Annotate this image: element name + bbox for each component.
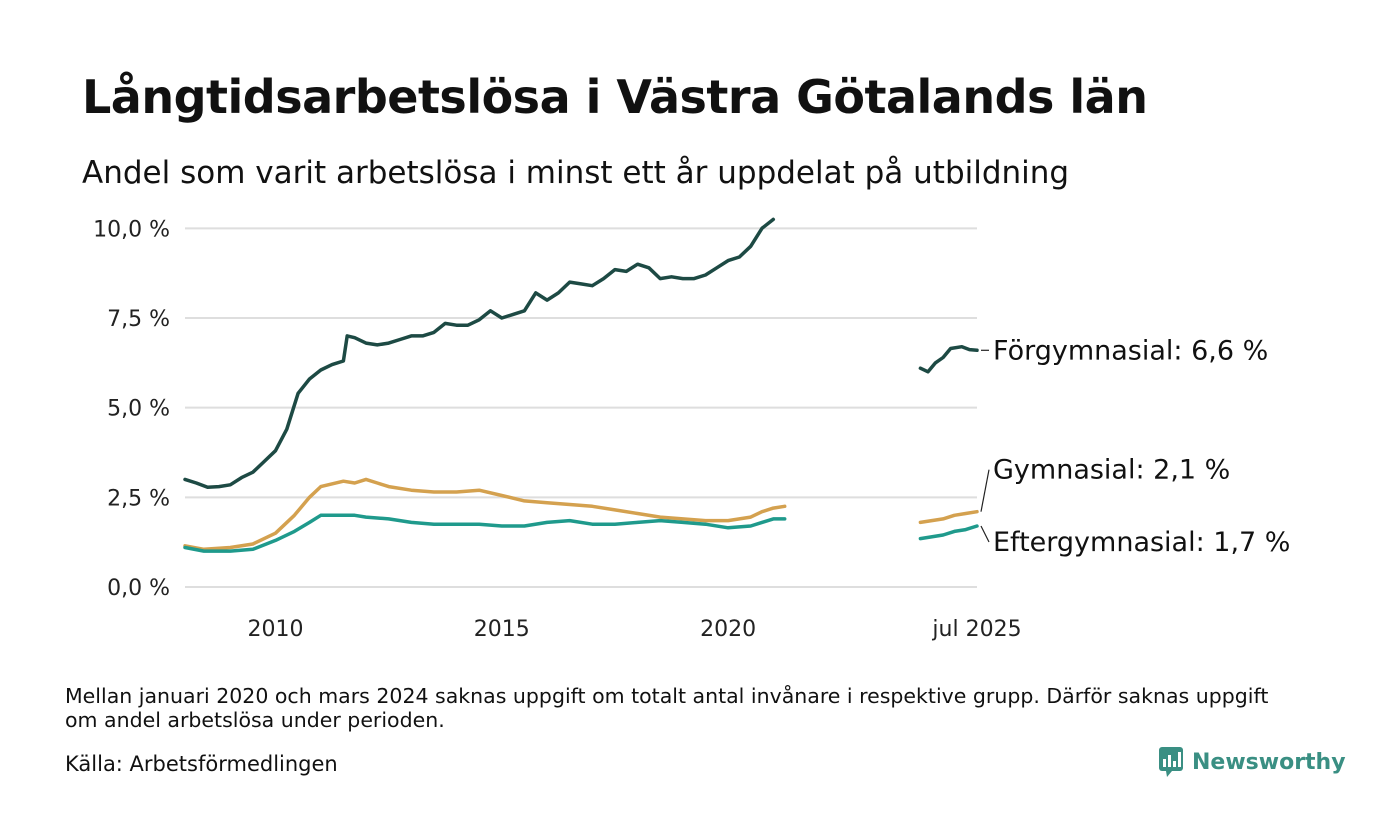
y-tick-label: 7,5 % (107, 307, 170, 332)
label-leader-line (980, 469, 990, 512)
source-credit: Källa: Arbetsförmedlingen (65, 752, 338, 776)
series-end-labels: Förgymnasial: 6,6 % Gymnasial: 2,1 % Efter… (980, 335, 1290, 558)
brand-logo[interactable]: Newsworthy (1158, 746, 1346, 778)
series-end-label: Gymnasial: 2,1 % (993, 455, 1230, 486)
newsworthy-logo-icon (1158, 746, 1184, 778)
x-tick-label: jul 2025 (931, 617, 1021, 642)
brand-name: Newsworthy (1192, 749, 1346, 775)
line-chart: 0,0 % 2,5 % 5,0 % 7,5 % 10,0 % 2010 2015 2020 j… (93, 217, 1290, 642)
series-line-eftergymnasial (183, 513, 787, 553)
y-tick-label: 10,0 % (93, 217, 170, 242)
series-end-label: Eftergymnasial: 1,7 % (993, 527, 1290, 558)
x-tick-label: 2010 (248, 617, 304, 642)
chart-subtitle: Andel som varit arbetslösa i minst ett å… (82, 155, 1070, 191)
x-tick-label: 2020 (700, 617, 756, 642)
series-line-gymnasial (183, 477, 787, 552)
y-tick-label: 0,0 % (107, 576, 170, 601)
footnote: Mellan januari 2020 och mars 2024 saknas… (65, 684, 1269, 732)
y-tick-label: 5,0 % (107, 397, 170, 422)
x-tick-label: 2015 (474, 617, 530, 642)
series-line-förgymnasial (918, 344, 979, 374)
series-lines (183, 217, 979, 553)
series-end-label: Förgymnasial: 6,6 % (993, 335, 1268, 366)
grid-lines (185, 227, 977, 588)
y-axis-tick-labels: 0,0 % 2,5 % 5,0 % 7,5 % 10,0 % (93, 217, 170, 601)
series-line-gymnasial (918, 509, 979, 525)
label-leader-line (980, 525, 990, 543)
series-line-eftergymnasial (918, 524, 979, 541)
chart-title: Långtidsarbetslösa i Västra Götalands lä… (82, 70, 1148, 124)
y-tick-label: 2,5 % (107, 486, 170, 511)
x-axis-tick-labels: 2010 2015 2020 jul 2025 (248, 617, 1022, 642)
series-line-förgymnasial (183, 217, 776, 490)
